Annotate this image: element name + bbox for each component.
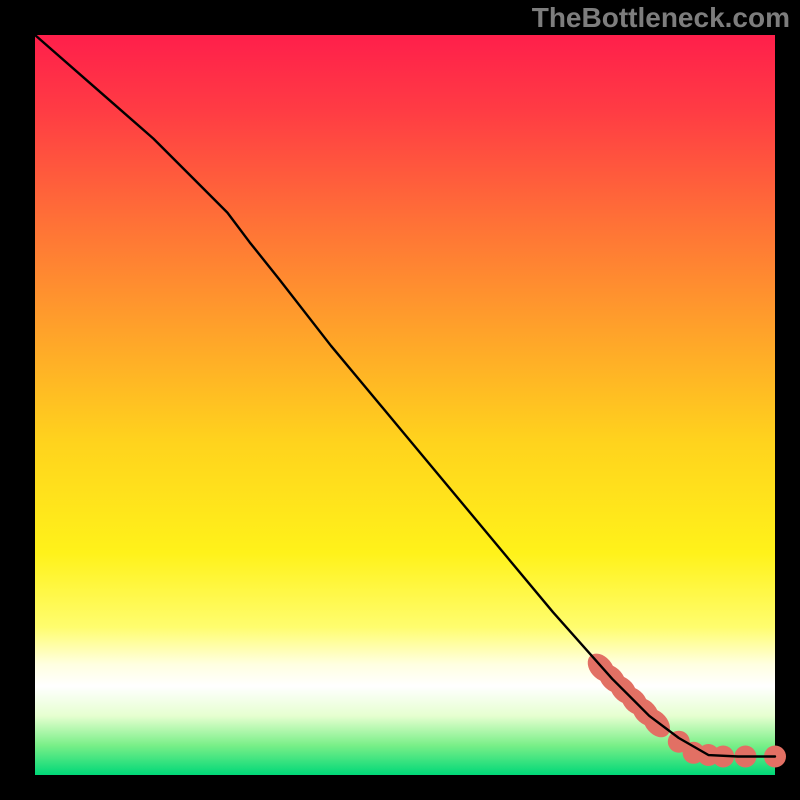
chart-plot [0,0,800,800]
chart-frame: TheBottleneck.com [0,0,800,800]
plot-background [35,35,775,775]
watermark-text: TheBottleneck.com [532,2,790,34]
